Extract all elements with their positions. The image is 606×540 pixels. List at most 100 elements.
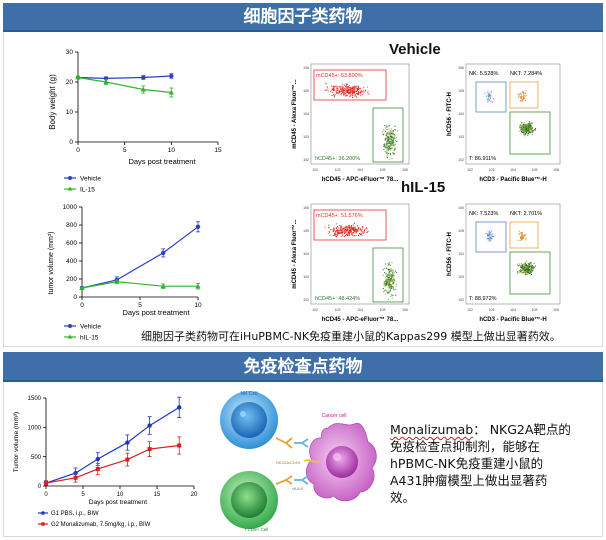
event-dot (489, 238, 491, 240)
event-dot (528, 263, 530, 265)
event-dot (392, 295, 394, 297)
event-dot (354, 228, 356, 230)
event-dot (349, 95, 352, 97)
event-dot (393, 272, 395, 274)
t-cell-icon (220, 471, 278, 529)
event-dot (527, 132, 529, 134)
event-dot (360, 232, 362, 234)
event-dot (350, 228, 352, 230)
event-dot (530, 265, 532, 267)
event-dot (352, 96, 354, 99)
event-dot (395, 283, 397, 285)
event-dot (385, 273, 387, 275)
event-dot (533, 267, 535, 269)
event-dot (531, 127, 533, 129)
event-dot (491, 236, 493, 238)
event-dot (387, 277, 389, 279)
event-dot (525, 129, 527, 131)
flow-x-tick: 102 (312, 308, 318, 312)
event-dot (388, 285, 390, 287)
event-dot (393, 153, 395, 155)
event-dot (393, 148, 395, 151)
event-dot (520, 126, 523, 128)
event-dot (353, 222, 356, 224)
event-dot (390, 271, 392, 273)
data-point (103, 79, 109, 84)
event-dot (521, 236, 523, 238)
event-dot (521, 264, 523, 266)
event-dot (387, 280, 389, 282)
event-dot (388, 277, 390, 279)
event-dot (384, 290, 386, 292)
event-dot (487, 239, 489, 241)
event-dot (389, 270, 391, 272)
event-dot (344, 88, 346, 90)
event-dot (392, 142, 394, 144)
event-dot (387, 285, 389, 287)
event-dot (352, 89, 354, 91)
event-dot (519, 125, 521, 127)
legend-g2: G2 Monalizumab, 7.5mg/kg, i.p., BIW (51, 522, 151, 528)
event-dot (356, 93, 358, 95)
flow-plot-hil15-cd3-cd56: hCD3 - Pacific Blue™-H hCD56 - FITC-H 102 1… (447, 203, 561, 323)
event-dot (392, 133, 394, 135)
event-dot (383, 148, 385, 151)
event-dot (336, 233, 338, 235)
event-dot (392, 281, 395, 283)
event-dot (387, 137, 389, 139)
gate-mcd45 (313, 69, 387, 101)
event-dot (343, 236, 345, 238)
event-dot (347, 88, 350, 90)
data-point (73, 475, 78, 480)
event-dot (385, 275, 387, 277)
event-dot (396, 271, 398, 274)
event-dot (525, 265, 527, 268)
event-dot (527, 134, 529, 137)
event-dot (387, 292, 389, 294)
event-dot (352, 86, 354, 88)
event-dot (348, 233, 351, 235)
event-dot (528, 129, 530, 131)
event-dot (522, 237, 524, 239)
body-weight-legend: Vehicle IL-15 (64, 176, 101, 194)
event-dot (390, 130, 392, 132)
event-dot (525, 125, 527, 128)
event-dot (351, 92, 354, 94)
event-dot (337, 232, 339, 234)
event-dot (489, 96, 491, 98)
flow-y-tick: 104 (303, 252, 309, 256)
event-dot (489, 95, 491, 97)
event-dot (341, 228, 343, 230)
event-dot (525, 263, 528, 266)
event-dot (396, 140, 398, 143)
data-point (141, 75, 146, 80)
event-dot (390, 295, 392, 297)
event-dot (362, 226, 364, 228)
event-dot (355, 87, 357, 89)
event-dot (530, 122, 532, 124)
event-dot (387, 146, 389, 148)
event-dot (354, 86, 356, 88)
event-dot (390, 269, 392, 271)
flow-y-tick: 102 (303, 298, 309, 302)
body-weight-chart: 0 10 20 30 0 5 10 15 Body weight (g) Days post … (48, 49, 222, 194)
monalizumab-ylabel: Tumor volume (mm³) (13, 412, 20, 472)
event-dot (388, 131, 390, 133)
event-dot (384, 146, 386, 148)
event-dot (336, 229, 338, 231)
event-dot (388, 140, 390, 142)
event-dot (525, 268, 527, 270)
event-dot (357, 230, 359, 232)
event-dot (393, 133, 395, 136)
flow-y-label: mCD45 - Alexa Fluor™... (291, 219, 298, 289)
event-dot (328, 227, 330, 229)
event-dot (487, 235, 489, 237)
event-dot (386, 127, 388, 129)
event-dot (386, 144, 388, 146)
event-dot (384, 263, 386, 265)
event-dot (340, 88, 342, 90)
event-dot (388, 287, 390, 289)
event-dot (359, 228, 361, 230)
section1-panel: 0 10 20 30 0 5 10 15 Body weight (g) Days post … (3, 32, 603, 347)
event-dot (390, 284, 392, 286)
